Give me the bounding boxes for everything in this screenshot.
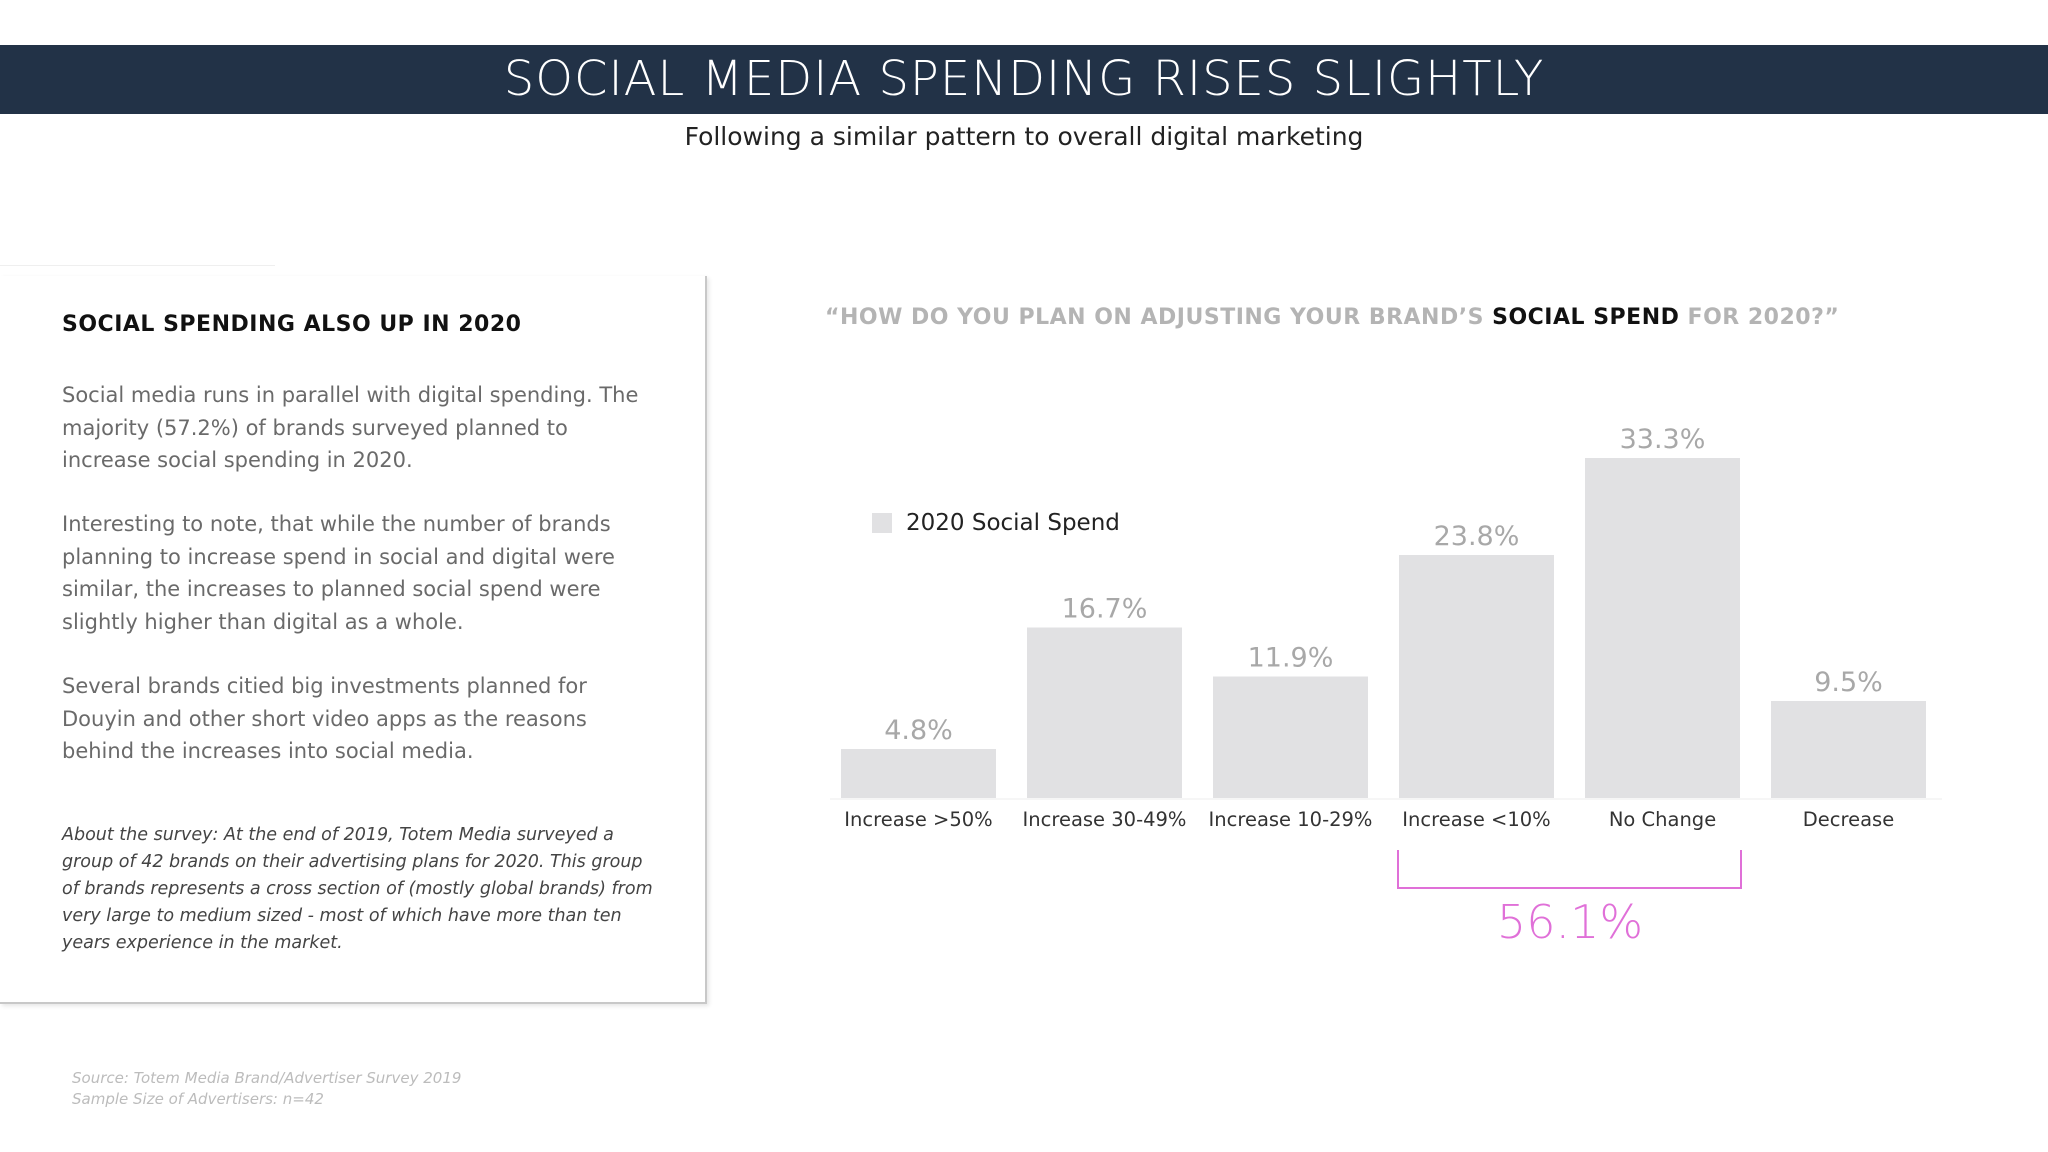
bar — [1585, 458, 1740, 798]
question-highlight: SOCIAL SPEND — [1492, 305, 1680, 330]
card-paragraph-2: Interesting to note, that while the numb… — [62, 512, 615, 634]
page-title: SOCIAL MEDIA SPENDING RISES SLIGHTLY — [503, 51, 1545, 107]
page-subtitle: Following a similar pattern to overall d… — [684, 122, 1364, 151]
category-label: Decrease — [1803, 808, 1894, 831]
category-label: Increase 30-49% — [1023, 808, 1187, 831]
card-paragraph-3: Several brands citied big investments pl… — [62, 674, 587, 763]
info-card: SOCIAL SPENDING ALSO UP IN 2020 Social m… — [0, 276, 707, 1004]
category-label: No Change — [1609, 808, 1716, 831]
bar — [1213, 676, 1368, 798]
category-label: Increase <10% — [1402, 808, 1550, 831]
question-part-1: “HOW DO YOU PLAN ON ADJUSTING YOUR BRAND… — [825, 305, 1493, 330]
bar — [1027, 627, 1182, 798]
chart-question: “HOW DO YOU PLAN ON ADJUSTING YOUR BRAND… — [825, 305, 2025, 330]
title-bar: SOCIAL MEDIA SPENDING RISES SLIGHTLY — [0, 45, 2048, 114]
source-line: Source: Totem Media Brand/Advertiser Sur… — [72, 1069, 462, 1087]
chart-legend: 2020 Social Spend — [872, 508, 1120, 538]
survey-note: About the survey: At the end of 2019, To… — [62, 822, 662, 957]
increase-bracket — [1397, 850, 1742, 889]
increase-total-label: 56.1% — [1496, 895, 1644, 949]
bar — [1771, 701, 1926, 798]
legend-swatch — [872, 513, 892, 533]
category-label: Increase 10-29% — [1209, 808, 1373, 831]
divider — [0, 265, 275, 266]
question-part-2: FOR 2020?” — [1679, 305, 1840, 330]
bar-value-label: 4.8% — [884, 715, 953, 746]
bar — [841, 748, 996, 798]
source-note: Source: Totem Media Brand/Advertiser Sur… — [72, 1068, 772, 1110]
category-label: Increase >50% — [844, 808, 992, 831]
bar-value-label: 33.3% — [1620, 424, 1706, 455]
bar-value-label: 11.9% — [1248, 642, 1334, 673]
card-paragraph-1: Social media runs in parallel with digit… — [62, 383, 639, 472]
survey-note-text: At the end of 2019, Totem Media surveyed… — [62, 825, 653, 953]
bar-value-label: 23.8% — [1434, 521, 1520, 552]
bar-value-label: 9.5% — [1814, 667, 1883, 698]
card-heading: SOCIAL SPENDING ALSO UP IN 2020 — [62, 312, 522, 337]
bar — [1399, 554, 1554, 798]
survey-note-label: About the survey: — [62, 825, 219, 845]
legend-label: 2020 Social Spend — [906, 510, 1120, 536]
sample-size-line: Sample Size of Advertisers: n=42 — [72, 1090, 324, 1108]
bar-value-label: 16.7% — [1062, 593, 1148, 624]
